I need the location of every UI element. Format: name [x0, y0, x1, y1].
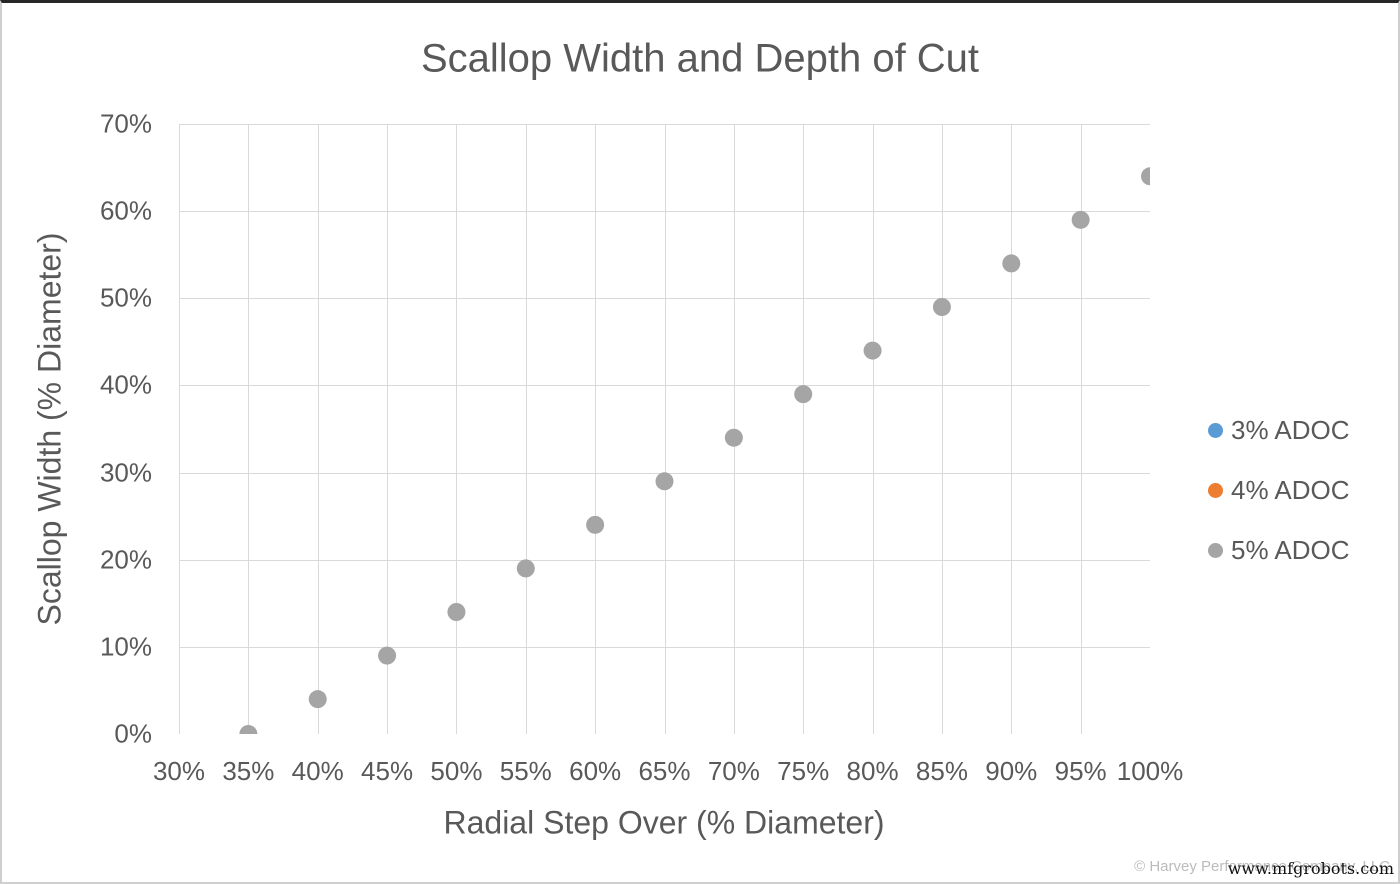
- x-tick-label: 80%: [846, 756, 899, 786]
- data-point: [378, 646, 397, 665]
- y-tick-label: 10%: [99, 631, 152, 662]
- data-point: [932, 298, 951, 316]
- copyright-watermark: © Harvey Performance Company, LLC: [1134, 858, 1390, 875]
- x-tick-label: 40%: [291, 756, 344, 786]
- x-tick-label: 35%: [222, 756, 275, 786]
- data-point: [1071, 210, 1090, 229]
- legend-item-4-adoc: 4% ADOC: [1208, 475, 1350, 506]
- data-point: [1002, 254, 1021, 273]
- watermark-url-overlay: www.mfgrobots.com: [1227, 859, 1394, 878]
- data-point: [1141, 167, 1150, 186]
- data-point: [516, 559, 535, 578]
- legend-item-5-adoc: 5% ADOC: [1208, 535, 1350, 566]
- data-point: [794, 385, 813, 404]
- plot-svg: [179, 124, 1150, 734]
- x-tick-label: 45%: [361, 756, 414, 786]
- x-tick-label: 55%: [499, 756, 552, 786]
- y-tick-label: 0%: [114, 718, 152, 749]
- data-point: [655, 472, 674, 491]
- x-tick-label: 85%: [915, 756, 968, 786]
- x-tick-label: 75%: [777, 756, 830, 786]
- y-tick-label: 40%: [99, 369, 152, 400]
- plot-area: [179, 124, 1150, 734]
- x-tick-label: 50%: [430, 756, 483, 786]
- x-tick-label: 65%: [638, 756, 691, 786]
- x-tick-label: 60%: [569, 756, 622, 786]
- legend-marker-icon: [1208, 483, 1223, 498]
- x-tick-label: 95%: [1054, 756, 1107, 786]
- data-point: [863, 341, 882, 360]
- y-tick-label: 50%: [99, 282, 152, 313]
- data-point: [308, 690, 327, 709]
- x-tick-label: 90%: [985, 756, 1038, 786]
- legend-label: 5% ADOC: [1231, 535, 1350, 565]
- y-tick-label: 60%: [99, 195, 152, 226]
- x-axis-title: Radial Step Over (% Diameter): [443, 804, 885, 841]
- legend-label: 4% ADOC: [1231, 475, 1350, 505]
- legend: 3% ADOC 4% ADOC 5% ADOC: [1208, 415, 1350, 595]
- y-tick-label: 30%: [99, 457, 152, 488]
- legend-marker-icon: [1208, 423, 1223, 438]
- data-point: [586, 515, 605, 534]
- y-tick-label: 70%: [99, 108, 152, 139]
- data-point: [447, 603, 466, 621]
- chart-title: Scallop Width and Depth of Cut: [420, 36, 980, 81]
- y-tick-label: 20%: [99, 544, 152, 575]
- data-point: [239, 725, 258, 734]
- x-tick-label: 100%: [1116, 756, 1184, 786]
- data-point: [724, 428, 743, 447]
- legend-item-3-adoc: 3% ADOC: [1208, 415, 1350, 446]
- x-tick-label: 30%: [152, 756, 206, 786]
- x-tick-label: 70%: [707, 756, 760, 786]
- legend-label: 3% ADOC: [1231, 415, 1350, 445]
- legend-marker-icon: [1208, 543, 1223, 558]
